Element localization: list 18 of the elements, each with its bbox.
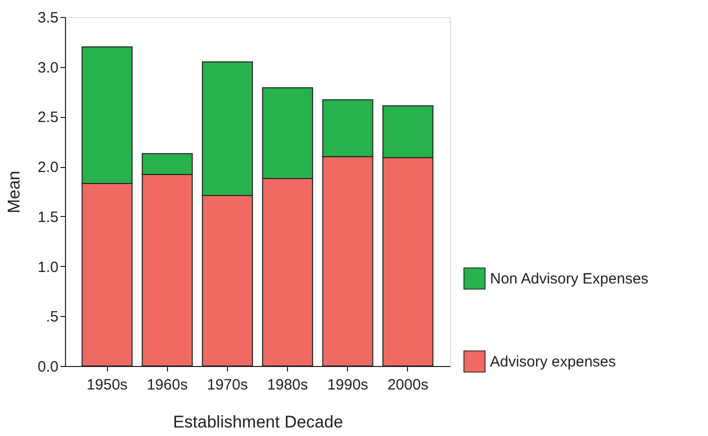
y-tick-label: 3.0 [38, 59, 58, 76]
x-tick-label: 2000s [387, 376, 428, 394]
y-tick-label: 2.5 [38, 109, 58, 126]
x-tick-label: 1980s [267, 376, 308, 394]
y-tick-label: .5 [46, 308, 58, 326]
y-tick-label: 2.0 [38, 159, 58, 176]
x-tick-label: 1950s [86, 376, 128, 394]
legend-label: Advisory expenses [490, 354, 616, 370]
y-axis-title: Mean [4, 170, 24, 214]
y-tick-label: 1.5 [38, 208, 58, 226]
legend-label: Non Advisory Expenses [490, 270, 648, 288]
x-axis-title: Establishment Decade [172, 412, 344, 432]
x-tick-label: 1960s [146, 376, 188, 394]
x-tick-label: 1970s [206, 376, 248, 394]
y-tick-label: 3.5 [38, 10, 58, 26]
y-tick-label: 1.0 [38, 258, 58, 276]
y-tick-label: 0.0 [38, 358, 58, 376]
x-tick-label: 1990s [327, 376, 368, 394]
